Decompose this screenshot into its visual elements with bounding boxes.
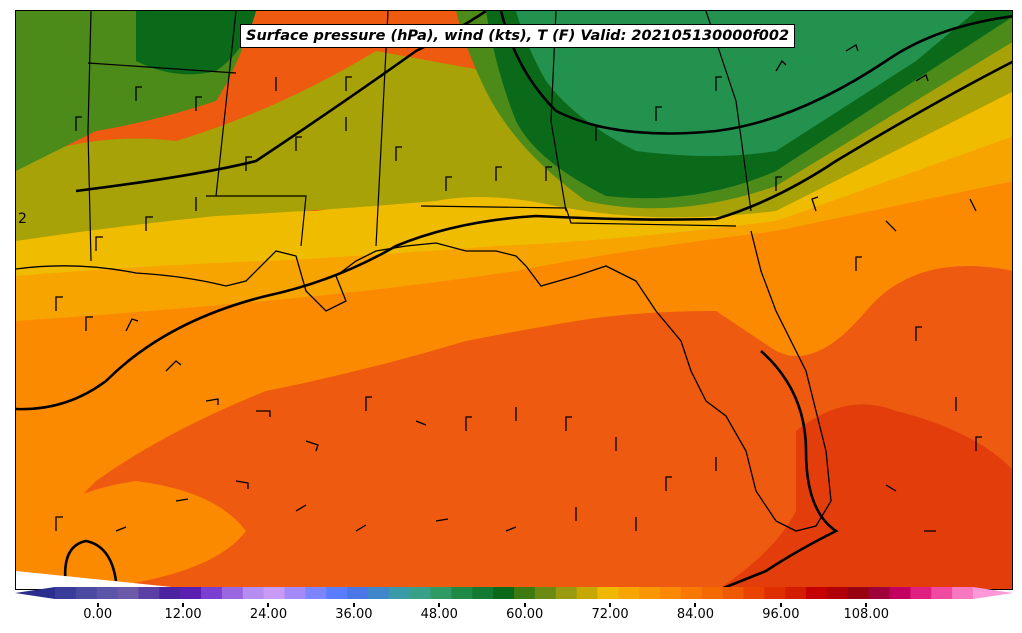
- colorbar-tick: [352, 603, 355, 607]
- colorbar-cell: [55, 587, 77, 599]
- colorbar-tick-label: 0.00: [83, 607, 113, 622]
- colorbar-cell: [701, 587, 724, 599]
- temp-field-yellow: [16, 81, 1012, 276]
- isobar-label: 2: [18, 211, 27, 227]
- colorbar-cell: [326, 587, 348, 599]
- colorbar-cell: [680, 587, 703, 599]
- colorbar-tick: [523, 603, 526, 607]
- colorbar-tick: [438, 603, 441, 607]
- colorbar-cell: [75, 587, 98, 599]
- colorbar-tick: [96, 603, 99, 607]
- isobars: [16, 11, 1012, 589]
- colorbar-tick: [694, 603, 697, 607]
- colorbar-cell: [534, 587, 557, 599]
- colorbar-cell: [618, 587, 640, 599]
- colorbar-tick-label: 60.00: [506, 607, 544, 622]
- colorbar-tick: [609, 603, 612, 607]
- colorbar-tick-label: 36.00: [335, 607, 373, 622]
- coastline: [16, 230, 832, 532]
- colorbar-cell: [347, 587, 369, 599]
- colorbar-cell: [576, 587, 598, 599]
- colorbar-cell: [138, 587, 160, 599]
- no-data-region: [16, 571, 191, 589]
- colorbar-cell: [889, 587, 911, 599]
- colorbar-cell: [472, 587, 494, 599]
- colorbar-cell: [743, 587, 765, 599]
- colorbar-cell: [514, 587, 536, 599]
- temp-field-light-orange: [16, 121, 1012, 321]
- colorbar-cell: [451, 587, 473, 599]
- temp-field-forest-b: [136, 11, 256, 75]
- colorbar-tick-label: 96.00: [762, 607, 800, 622]
- colorbar-cell: [221, 587, 244, 599]
- temp-field-orange-b: [16, 481, 246, 589]
- colorbar-extend-low: [15, 587, 55, 599]
- colorbar-cells: [15, 587, 1013, 599]
- colorbar-cell: [847, 587, 870, 599]
- colorbar-cell: [305, 587, 327, 599]
- state-borders: [87, 11, 752, 262]
- colorbar-tick-label: 48.00: [420, 607, 458, 622]
- colorbar-cell: [180, 587, 202, 599]
- colorbar-cell: [367, 587, 390, 599]
- colorbar-tick-label: 84.00: [676, 607, 715, 622]
- colorbar-cell: [806, 587, 828, 599]
- colorbar-cell: [117, 587, 139, 599]
- colorbar-cell: [388, 587, 411, 599]
- temp-field-red: [718, 404, 1012, 589]
- colorbar-cell: [263, 587, 285, 599]
- colorbar-cell: [409, 587, 432, 599]
- colorbar-extend-high: [973, 587, 1013, 599]
- colorbar-cell: [242, 587, 265, 599]
- colorbar-cell: [785, 587, 807, 599]
- map-panel: 2 Surface pressure (hPa), wind (kts), T …: [15, 10, 1013, 590]
- colorbar-cell: [159, 587, 181, 599]
- colorbar-cell: [201, 587, 223, 599]
- colorbar-tick: [182, 603, 185, 607]
- colorbar-tick: [267, 603, 270, 607]
- colorbar-tick-label: 72.00: [591, 607, 629, 622]
- temperature-map: 2: [16, 11, 1012, 589]
- colorbar-cell: [639, 587, 661, 599]
- colorbar-cell: [826, 587, 849, 599]
- colorbar-cell: [764, 587, 786, 599]
- colorbar-cell: [555, 587, 578, 599]
- colorbar-cell: [868, 587, 891, 599]
- colorbar-cell: [722, 587, 744, 599]
- colorbar-tick: [865, 603, 868, 607]
- colorbar-cell: [96, 587, 119, 599]
- map-title: Surface pressure (hPa), wind (kts), T (F…: [240, 24, 796, 48]
- colorbar-cell: [910, 587, 932, 599]
- colorbar-tick: [779, 603, 782, 607]
- colorbar-cell: [952, 587, 974, 599]
- colorbar: [15, 587, 1013, 599]
- colorbar-tick-label: 24.00: [249, 607, 288, 622]
- colorbar-cell: [597, 587, 619, 599]
- colorbar-tick-label: 12.00: [164, 607, 202, 622]
- colorbar-cell: [284, 587, 306, 599]
- wind-barbs: [55, 44, 982, 532]
- colorbar-tick-label: 108.00: [843, 607, 890, 622]
- colorbar-cell: [430, 587, 452, 599]
- colorbar-cell: [493, 587, 515, 599]
- colorbar-cell: [931, 587, 953, 599]
- colorbar-cell: [660, 587, 682, 599]
